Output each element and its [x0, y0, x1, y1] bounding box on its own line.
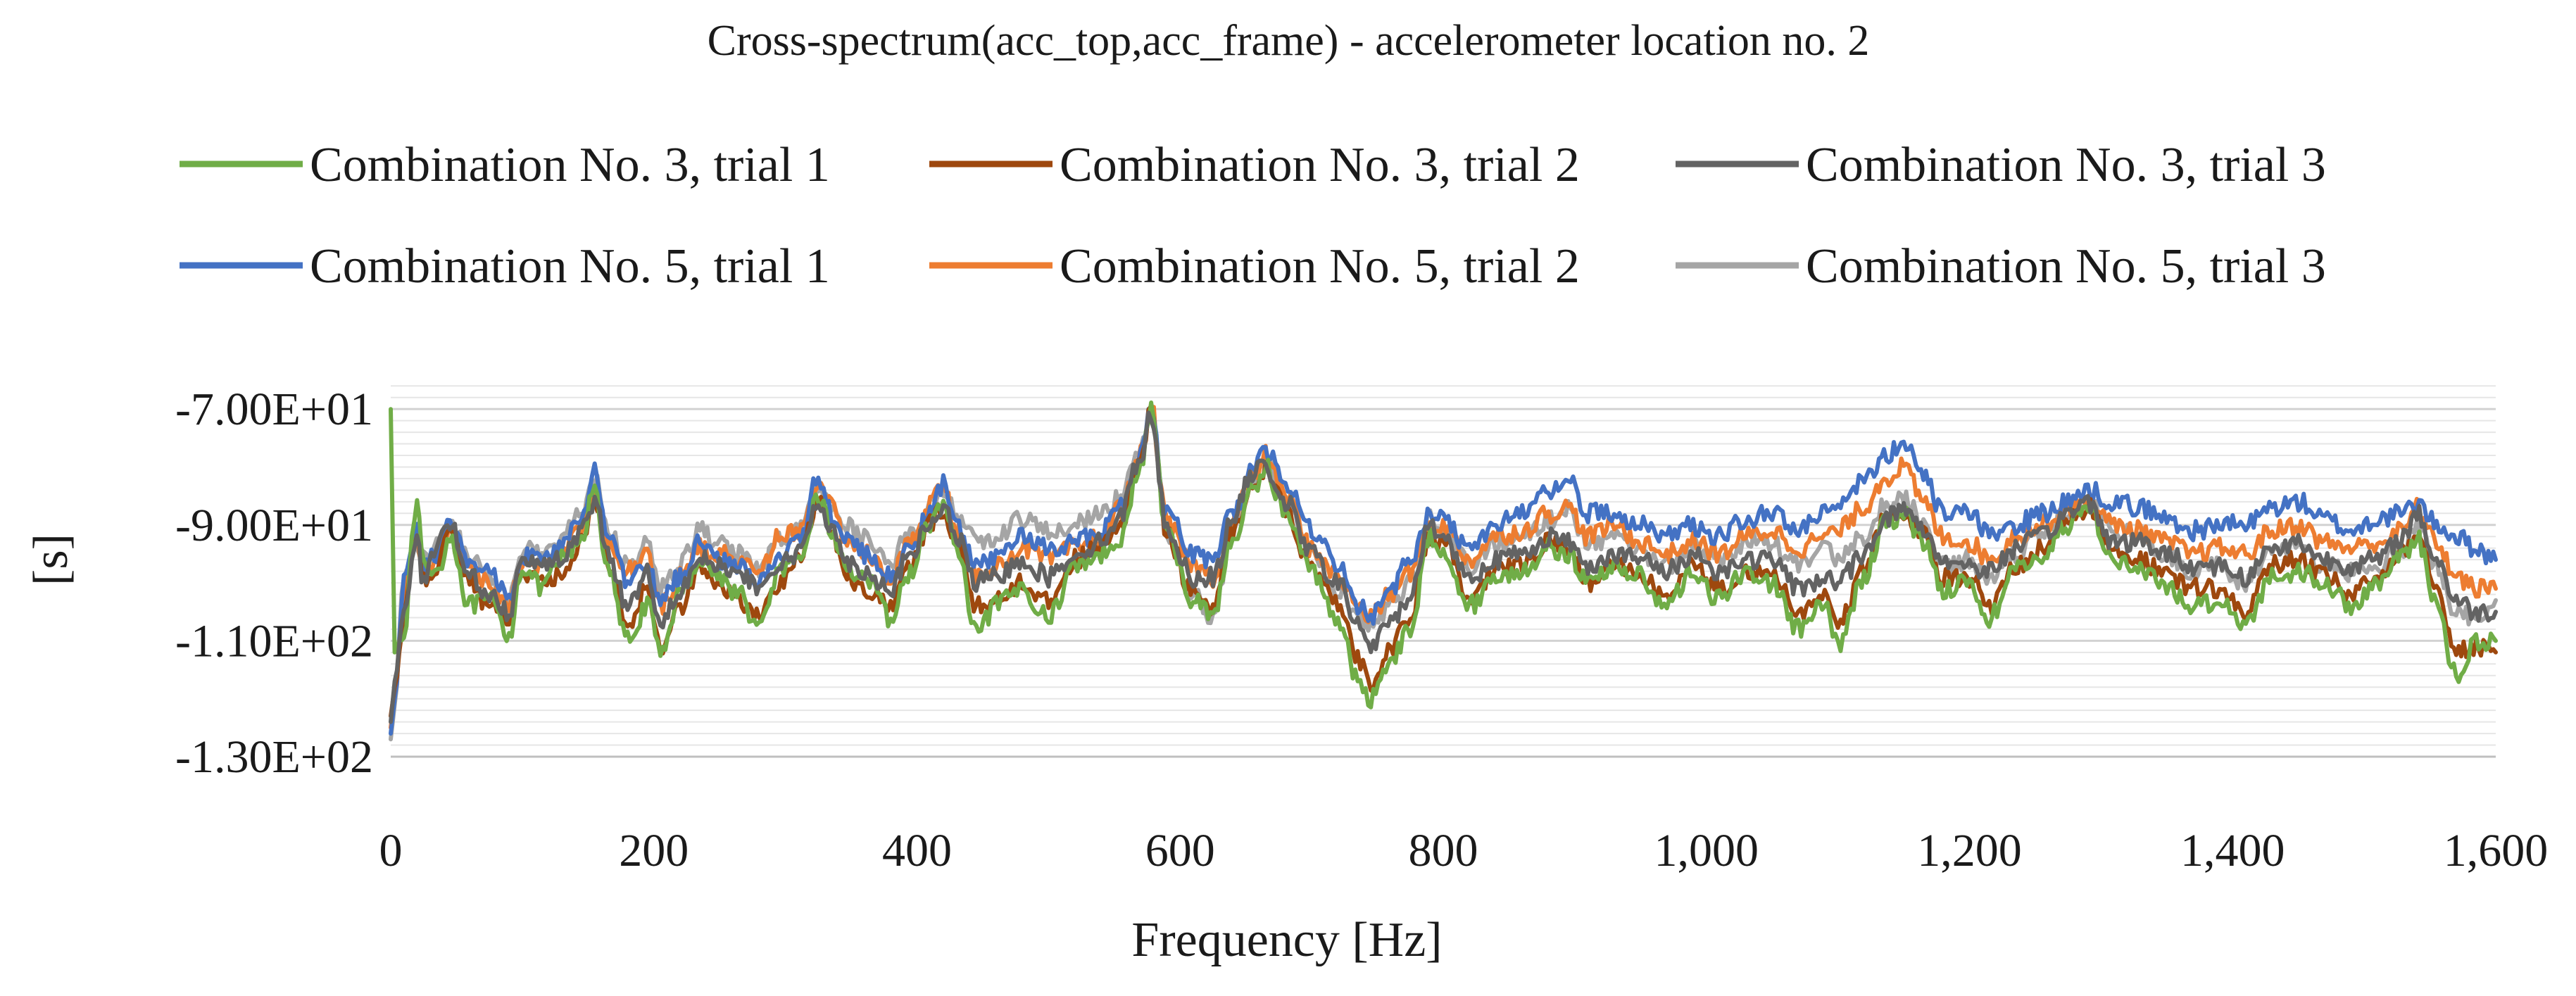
- legend-label: Combination No. 3, trial 3: [1806, 138, 2326, 192]
- x-tick-label: 0: [379, 825, 403, 876]
- y-tick-label: -7.00E+01: [175, 384, 373, 435]
- x-tick-label: 600: [1145, 825, 1215, 876]
- legend-label: Combination No. 3, trial 1: [310, 138, 830, 192]
- legend-label: Combination No. 5, trial 1: [310, 239, 830, 294]
- y-tick-label: -1.10E+02: [175, 615, 373, 667]
- x-tick-label: 1,400: [2180, 825, 2285, 876]
- x-tick-label: 200: [619, 825, 689, 876]
- x-tick-label: 1,200: [1917, 825, 2022, 876]
- series-layer: [389, 401, 2498, 742]
- y-tick-label: -1.30E+02: [175, 731, 373, 783]
- x-axis-label: Frequency [Hz]: [1131, 913, 1442, 967]
- chart-title: Cross-spectrum(acc_top,acc_frame) - acce…: [708, 17, 1870, 65]
- series-line: [389, 401, 2498, 710]
- y-tick-label: -9.00E+01: [175, 500, 373, 551]
- legend-label: Combination No. 5, trial 2: [1060, 239, 1580, 294]
- x-tick-label: 800: [1409, 825, 1478, 876]
- series-line: [389, 410, 2498, 724]
- x-tick-label: 1,600: [2444, 825, 2549, 876]
- legend-label: Combination No. 5, trial 3: [1806, 239, 2326, 294]
- x-tick-label: 400: [882, 825, 952, 876]
- y-axis-label: [s]: [24, 534, 78, 586]
- x-tick-labels: 0 200 400 600 800 1,000 1,200 1,400 1,600: [379, 825, 2549, 876]
- y-tick-labels: -7.00E+01 -9.00E+01 -1.10E+02 -1.30E+02: [175, 384, 373, 783]
- chart-legend: Combination No. 3, trial 1 Combination No…: [180, 138, 2326, 294]
- legend-label: Combination No. 3, trial 2: [1060, 138, 1580, 192]
- x-tick-label: 1,000: [1654, 825, 1759, 876]
